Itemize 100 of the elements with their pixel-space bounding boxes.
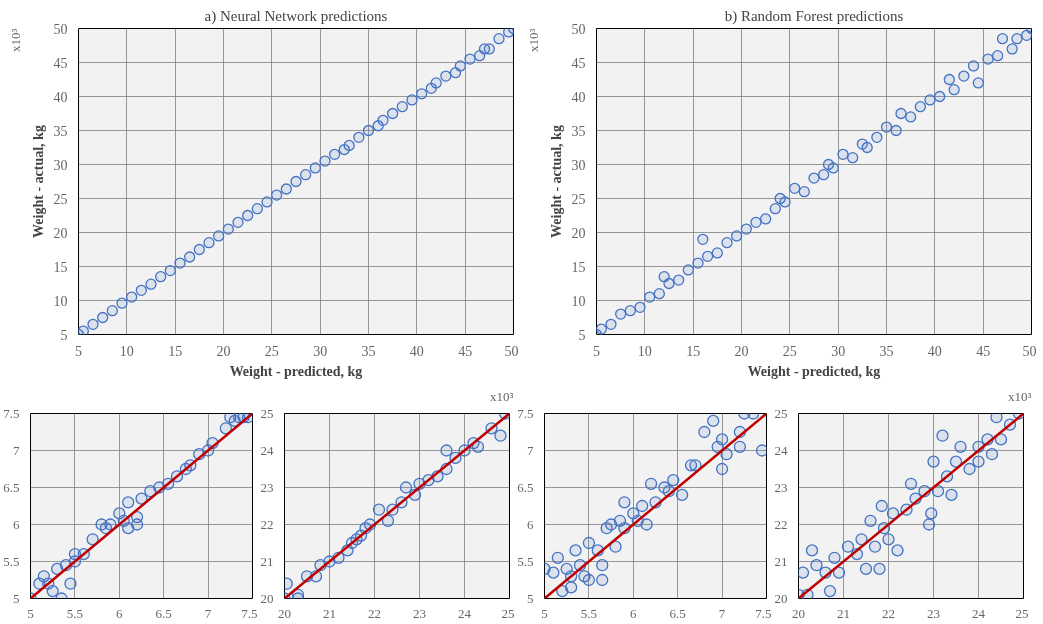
point — [880, 121, 893, 133]
point — [122, 496, 135, 509]
y-tick-label: 35 — [571, 123, 586, 139]
text: x10³ — [490, 388, 514, 404]
y-tick-label: 15 — [53, 259, 68, 275]
point — [871, 131, 883, 143]
point — [86, 533, 99, 546]
point — [904, 477, 918, 490]
point — [440, 70, 452, 82]
point — [931, 485, 945, 498]
point — [653, 288, 665, 300]
point — [945, 488, 958, 502]
x-tick-label: 7.5 — [755, 605, 772, 621]
point — [810, 559, 823, 572]
point — [1011, 33, 1023, 45]
x-tick-label: 7.5 — [241, 605, 258, 621]
point — [193, 243, 205, 256]
point — [936, 429, 949, 442]
point — [640, 518, 653, 531]
y-tick-label: 25 — [260, 405, 274, 421]
point — [1006, 43, 1018, 55]
y-tick-label: 5 — [527, 590, 534, 606]
y-tick-label: 5.5 — [517, 553, 534, 569]
point — [582, 573, 596, 587]
point — [399, 481, 413, 494]
x-tick-label: 23 — [413, 605, 426, 621]
x-tick-label: 20 — [792, 605, 805, 621]
text: x10³ — [7, 28, 23, 52]
x-tick-label: 6 — [116, 605, 124, 621]
x-tick-label: 30 — [831, 343, 846, 359]
y-axis-title: Weight - actual, kg — [30, 125, 46, 238]
point — [387, 107, 399, 120]
point — [596, 573, 609, 587]
y-tick-label: 7.5 — [3, 405, 20, 421]
point — [828, 551, 841, 564]
point — [895, 107, 907, 120]
point — [721, 237, 733, 249]
point — [859, 562, 873, 576]
point — [996, 33, 1009, 45]
point — [564, 581, 578, 594]
point — [982, 53, 994, 65]
point — [864, 514, 877, 527]
x-tick-label: 6.5 — [669, 605, 686, 621]
point — [985, 448, 999, 461]
point — [309, 162, 321, 174]
point — [343, 139, 355, 152]
point — [663, 277, 675, 290]
point — [454, 60, 466, 72]
x-tick-label: 23 — [927, 605, 940, 621]
point — [87, 318, 99, 330]
point — [715, 462, 729, 476]
point — [837, 148, 849, 160]
y-tick-label: 50 — [571, 21, 586, 37]
point — [697, 233, 709, 245]
point — [990, 413, 1003, 424]
x-tick-label: 5 — [27, 605, 34, 621]
point — [832, 566, 846, 579]
point — [886, 507, 900, 520]
x-tick-label: 20 — [216, 343, 231, 359]
point — [922, 518, 936, 531]
y-tick-label: 20 — [571, 225, 586, 241]
point — [493, 33, 505, 45]
point — [551, 551, 564, 564]
point — [251, 203, 263, 215]
point — [934, 90, 946, 103]
point — [362, 124, 375, 137]
point — [818, 169, 830, 181]
point — [636, 499, 649, 513]
point — [740, 223, 752, 235]
point — [882, 533, 895, 546]
x-tick-label: 5 — [593, 343, 600, 359]
point — [122, 522, 135, 535]
point — [675, 488, 689, 502]
point — [464, 53, 476, 65]
point — [861, 141, 873, 154]
point — [271, 189, 283, 201]
point — [750, 216, 762, 228]
y-tick-label: 22 — [260, 516, 274, 532]
point — [609, 540, 622, 553]
y-tick-label: 25 — [774, 405, 788, 421]
point — [949, 455, 963, 468]
point — [135, 284, 147, 296]
point — [644, 291, 656, 303]
y-tick-label: 45 — [53, 55, 68, 71]
y-tick-label: 22 — [774, 516, 788, 532]
point — [300, 169, 312, 181]
x-tick-label: 7 — [718, 605, 726, 621]
x-axis-title: Weight - predicted, kg — [229, 363, 363, 379]
point — [155, 271, 167, 283]
point — [873, 562, 886, 576]
y-tick-label: 10 — [571, 293, 586, 309]
point — [760, 213, 772, 225]
y-tick-label: 23 — [774, 479, 788, 495]
point — [891, 544, 904, 557]
chart-title: b) Random Forest predictions — [724, 7, 904, 25]
y-tick-label: 7.5 — [517, 405, 534, 421]
point — [104, 518, 117, 531]
point — [855, 533, 868, 546]
text: x10³ — [525, 28, 541, 52]
text: x10³ — [1008, 388, 1032, 404]
